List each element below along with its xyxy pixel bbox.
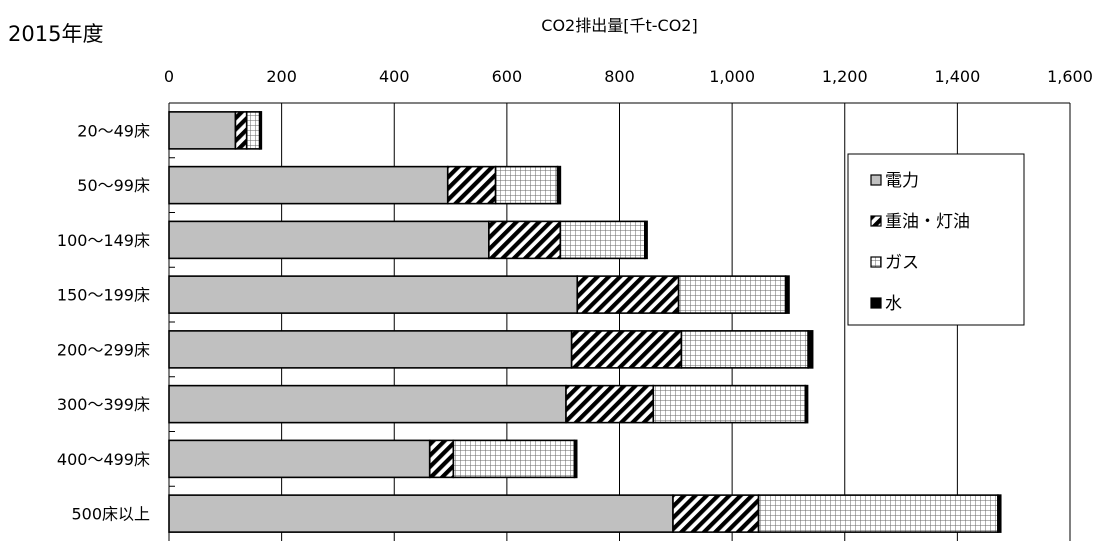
bar-segment — [168, 494, 674, 533]
bar-segment — [804, 384, 809, 424]
bar-segment — [680, 330, 809, 369]
bar-segment — [652, 384, 807, 424]
x-axis-title: CO2排出量[千t-CO2] — [541, 16, 698, 35]
bar-segment — [556, 165, 562, 205]
x-tick-label: 1,400 — [934, 67, 980, 86]
bar-segment — [168, 220, 490, 260]
bar-segment — [168, 275, 579, 314]
bar-segment — [573, 439, 578, 479]
category-label: 200～299床 — [57, 340, 150, 359]
bar-segment — [559, 220, 646, 260]
category-label: 500床以上 — [71, 505, 150, 524]
category-label: 300～399床 — [57, 395, 150, 414]
legend-swatch — [870, 256, 882, 268]
bar-segment — [672, 494, 760, 533]
legend-label: 電力 — [885, 171, 919, 191]
bar-segment — [168, 330, 573, 369]
bars — [168, 111, 1002, 533]
chart-year-title: 2015年度 — [8, 22, 104, 46]
bar-segment — [452, 439, 576, 479]
bar-segment — [234, 111, 248, 150]
bar-segment — [757, 494, 999, 533]
bar-segment — [168, 111, 237, 150]
bar-segment — [446, 165, 497, 205]
bar-segment — [168, 384, 567, 424]
legend-label: ガス — [885, 253, 919, 273]
bar-segment — [168, 439, 431, 479]
bar-segment — [570, 330, 683, 369]
x-tick-label: 1,200 — [822, 67, 868, 86]
bar-segment — [576, 275, 680, 314]
bar-segment — [784, 275, 790, 314]
bar-segment — [494, 165, 559, 205]
bar-segment — [488, 220, 562, 260]
x-tick-label: 200 — [266, 67, 297, 86]
legend-swatch — [870, 174, 882, 186]
legend-label: 水 — [885, 294, 902, 314]
bar-segment — [677, 275, 787, 314]
bar-segment — [997, 494, 1002, 533]
x-tick-label: 800 — [604, 67, 635, 86]
x-tick-label: 1,600 — [1047, 67, 1093, 86]
bar-segment — [565, 384, 655, 424]
category-label: 50～99床 — [77, 176, 150, 195]
bar-segment — [644, 220, 648, 260]
category-labels: 20～49床 50～99床 100～149床 150～199床 200～299床 300～… — [57, 121, 175, 524]
legend-label: 重油・灯油 — [885, 212, 970, 232]
category-label: 150～199床 — [57, 286, 150, 305]
category-label: 100～149床 — [57, 231, 150, 250]
category-label: 20～49床 — [77, 121, 150, 140]
x-tick-label: 400 — [379, 67, 410, 86]
x-tick-label: 600 — [492, 67, 523, 86]
bar-segment — [245, 111, 261, 150]
bar-segment — [807, 330, 814, 369]
x-tick-labels: 0 200 400 600 800 1,000 1,200 1,400 1,600 — [164, 67, 1093, 86]
x-tick-label: 1,000 — [709, 67, 755, 86]
x-tick-label: 0 — [164, 67, 174, 86]
bar-segment — [428, 439, 455, 479]
category-label: 400～499床 — [57, 450, 150, 469]
legend-swatch — [870, 297, 882, 309]
legend-swatch — [870, 215, 882, 227]
bar-segment — [168, 165, 449, 205]
bar-segment — [258, 111, 263, 150]
